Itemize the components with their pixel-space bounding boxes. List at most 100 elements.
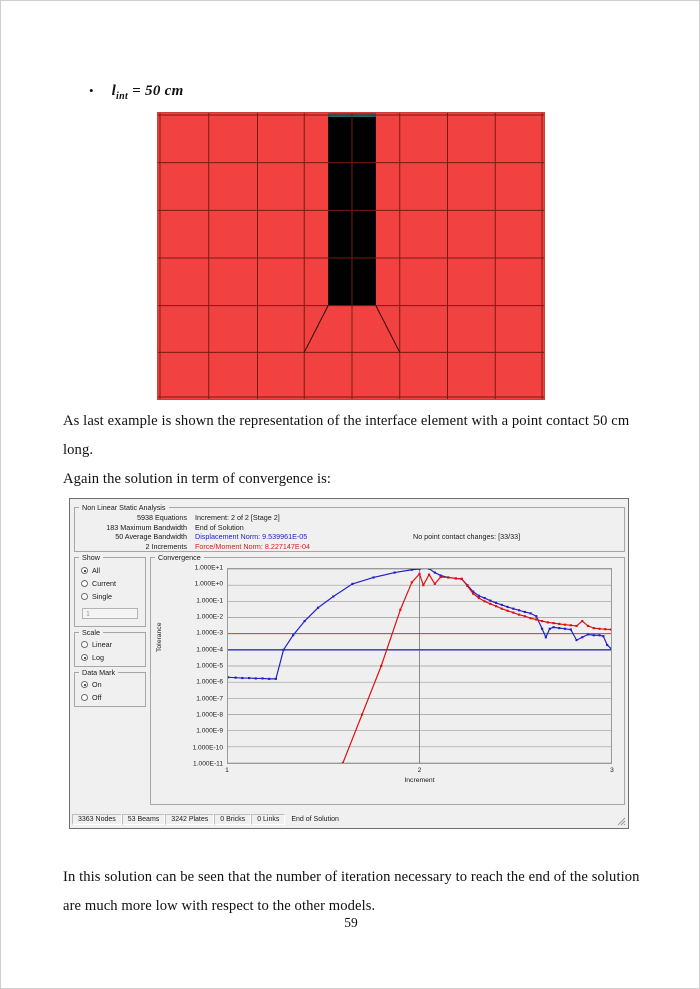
chart-data-marker [604, 628, 607, 631]
bullet-item: • lint = 50 cm [89, 83, 184, 102]
chart-data-marker [506, 605, 509, 609]
chart-data-marker [489, 599, 492, 602]
equation-subscript: int [116, 91, 129, 102]
chart-data-marker [569, 628, 572, 631]
chart-data-marker [489, 602, 492, 605]
chart-data-marker [410, 581, 413, 584]
chart-data-marker [427, 569, 431, 570]
chart-plot-svg [228, 569, 611, 763]
chart-y-tick-labels: 1.000E+1 1.000E+0 1.000E-1 1.000E-2 1.000E-3… [165, 564, 223, 768]
stat-increments: 2 Increments [145, 541, 187, 551]
chart-data-marker [341, 761, 344, 763]
chart-data-marker [380, 664, 383, 668]
status-links: 0 Links [251, 814, 286, 825]
radio-label-log: Log [92, 653, 104, 662]
page-number: 59 [344, 915, 358, 930]
chart-y-tick: 1.000E+1 [194, 564, 223, 572]
radio-indicator-log [81, 654, 88, 661]
chart-data-marker [351, 582, 354, 585]
chart-data-marker [247, 676, 251, 680]
radio-show-single[interactable]: Single [81, 592, 112, 601]
status-message: End of Solution [285, 814, 344, 825]
chart-y-tick: 1.000E-9 [196, 727, 223, 735]
chart-data-marker [399, 608, 402, 611]
chart-data-marker [495, 601, 498, 604]
chart-data-marker [332, 595, 335, 598]
chart-data-marker [418, 572, 421, 575]
status-nodes: 3363 Nodes [72, 814, 122, 825]
chart-data-marker [569, 624, 572, 627]
stat-max-bandwidth: 183 Maximum Bandwidth [106, 522, 187, 532]
radio-scale-linear[interactable]: Linear [81, 640, 112, 649]
chart-data-marker [598, 634, 601, 637]
analysis-app-window[interactable]: Non Linear Static Analysis 5938 Equation… [69, 498, 629, 829]
chart-data-marker [472, 592, 475, 595]
radio-label-off: Off [92, 693, 102, 702]
chart-data-marker [592, 634, 595, 637]
chart-data-marker [433, 571, 436, 574]
resize-grip-icon[interactable] [615, 815, 626, 826]
analysis-stats-column: 5938 Equations 183 Maximum Bandwidth 50 … [79, 513, 187, 551]
chart-y-axis-label: Tolerance [156, 622, 163, 652]
chart-data-marker [439, 575, 442, 579]
chart-data-marker [575, 639, 578, 642]
chart-data-marker [529, 612, 532, 615]
chart-data-marker [433, 582, 436, 585]
chart-data-marker [609, 647, 611, 650]
chart-data-marker [575, 624, 578, 628]
stat-equations: 5938 Equations [137, 513, 187, 522]
chart-series-line [342, 573, 611, 763]
chart-x-tick: 3 [610, 767, 614, 774]
chart-data-marker [548, 627, 551, 630]
paragraph-conclusion: In this solution can be seen that the nu… [63, 869, 640, 914]
convergence-chart[interactable]: Tolerance 1.000E+1 1.000E+0 1.000E-1 1.000E… [156, 564, 618, 796]
chart-data-marker [517, 613, 521, 616]
radio-show-all[interactable]: All [81, 566, 100, 575]
chart-data-marker [540, 619, 544, 623]
chart-data-marker [523, 610, 526, 614]
chart-data-marker [268, 677, 271, 680]
convergence-group-label: Convergence [155, 553, 204, 562]
chart-y-tick: 1.000E-1 [196, 597, 223, 605]
chart-data-marker [261, 677, 264, 680]
radio-label-all: All [92, 566, 100, 575]
chart-y-tick: 1.000E-10 [192, 744, 223, 752]
chart-data-marker [540, 627, 544, 630]
radio-mark-off[interactable]: Off [81, 693, 101, 702]
chart-y-tick: 1.000E+0 [194, 580, 223, 588]
chart-data-marker [460, 577, 463, 580]
chart-x-tick: 2 [417, 767, 422, 774]
chart-x-tick: 1 [225, 767, 229, 774]
finite-element-mesh-figure [157, 112, 545, 400]
chart-data-marker [500, 607, 503, 610]
radio-indicator-off [81, 694, 88, 701]
chart-data-marker [234, 676, 237, 679]
chart-data-marker [529, 617, 532, 620]
chart-data-marker [472, 590, 475, 593]
radio-indicator-single [81, 593, 88, 600]
chart-data-marker [418, 569, 421, 571]
single-increment-input[interactable]: 1 [82, 608, 138, 619]
chart-data-marker [512, 611, 515, 614]
chart-data-marker [274, 677, 277, 680]
radio-mark-on[interactable]: On [81, 680, 102, 689]
chart-data-marker [602, 635, 605, 638]
mesh-svg [158, 113, 544, 399]
scale-options-group: Scale Linear Log [74, 628, 146, 667]
radio-show-current[interactable]: Current [81, 579, 116, 588]
chart-data-marker [581, 636, 584, 639]
chart-data-marker [500, 603, 503, 607]
radio-indicator-current [81, 580, 88, 587]
chart-data-marker [592, 627, 595, 630]
chart-data-marker [254, 677, 257, 680]
radio-scale-log[interactable]: Log [81, 653, 104, 662]
chart-data-marker [598, 627, 601, 630]
chart-data-marker [292, 634, 295, 637]
show-options-group: Show All Current Single 1 [74, 553, 146, 627]
chart-data-marker [544, 636, 547, 639]
radio-label-current: Current [92, 579, 116, 588]
chart-data-marker [410, 569, 413, 571]
chart-data-marker [241, 676, 244, 680]
chart-y-tick: 1.000E-6 [196, 678, 223, 686]
